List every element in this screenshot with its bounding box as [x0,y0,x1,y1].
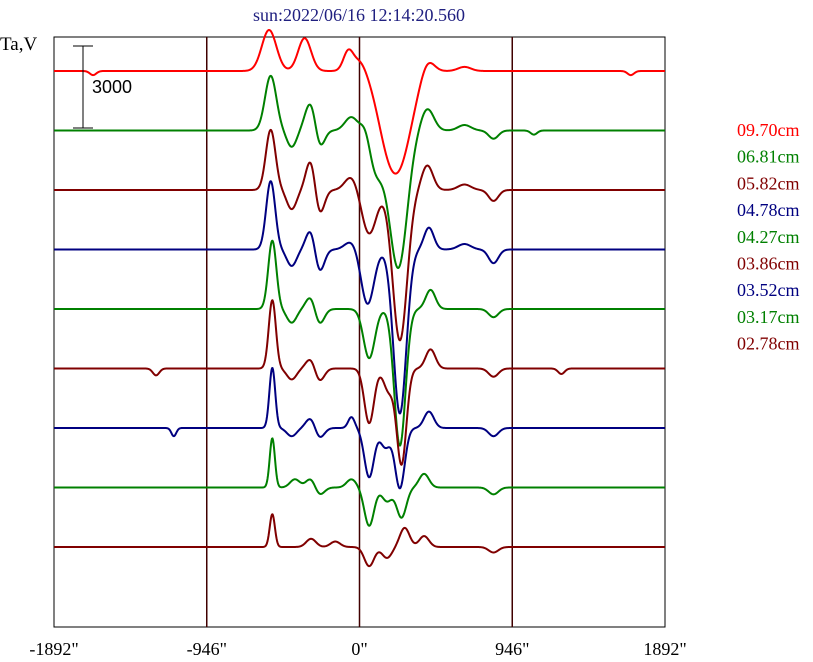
legend-item-5: 03.86cm [737,254,800,274]
legend-item-1: 06.81cm [737,147,800,167]
x-tick-label-2: 0" [351,639,367,659]
legend-item-0: 09.70cm [737,120,800,140]
trace-series-1 [53,74,666,269]
scale-bar: 3000 [73,45,132,129]
legend-item-6: 03.52cm [737,280,800,300]
trace-series-0 [53,29,666,175]
trace-series-8 [53,513,666,568]
y-axis-label: Ta,V [0,34,37,55]
legend-item-4: 04.27cm [737,227,800,247]
vertical-gridlines [206,37,513,627]
chart-title: sun:2022/06/16 12:14:20.560 [253,5,465,25]
trace-series-7 [53,437,666,527]
legend-item-2: 05.82cm [737,173,800,193]
trace-series-5 [53,299,666,466]
x-tick-label-3: 946" [495,639,529,659]
x-tick-label-4: 1892" [643,639,686,659]
trace-series-6 [53,367,666,490]
x-tick-labels: -1892" -946" 0" 946" 1892" [29,639,686,659]
spectrum-traces [53,29,666,568]
x-tick-label-1: -946" [187,639,227,659]
trace-series-2 [53,128,666,342]
legend-item-7: 03.17cm [737,307,800,327]
scale-bar-label: 3000 [92,77,132,97]
legend-item-3: 04.78cm [737,200,800,220]
trace-series-4 [53,239,666,447]
legend-item-8: 02.78cm [737,334,800,354]
legend: 09.70cm 06.81cm 05.82cm 04.78cm 04.27cm 03.86… [737,120,800,354]
x-tick-label-0: -1892" [29,639,78,659]
trace-series-3 [53,180,666,415]
